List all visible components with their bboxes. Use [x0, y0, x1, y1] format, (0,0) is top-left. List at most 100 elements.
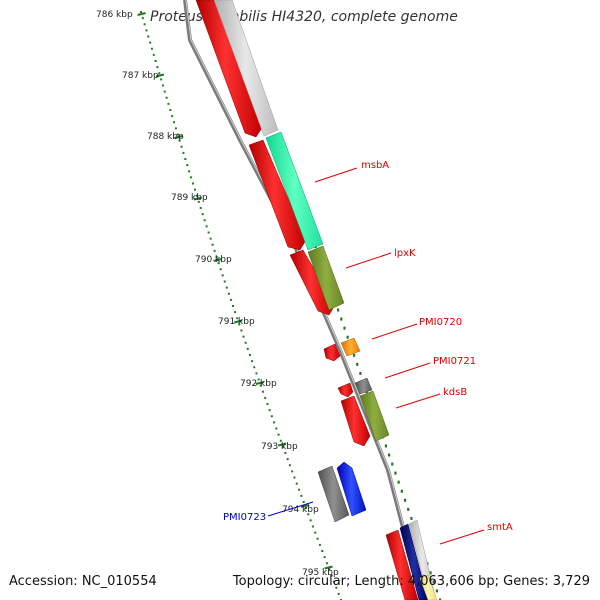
scale-dot: [165, 96, 168, 99]
tick-label: 793 kbp: [261, 442, 298, 452]
scale-dot: [223, 280, 226, 283]
gene-feature-red: [323, 343, 341, 362]
scale-dot: [143, 23, 146, 26]
scale-dot: [211, 243, 214, 246]
scale-dot: [328, 568, 331, 571]
scale-dot: [227, 292, 230, 295]
border-dot: [400, 489, 403, 493]
border-dot: [410, 516, 413, 520]
scale-dot: [270, 415, 273, 418]
scale-dot: [300, 494, 303, 497]
genome-summary-text: Topology: circular; Length: 4,063,606 bp…: [232, 574, 590, 589]
accession-text: Accession: NC_010554: [9, 574, 157, 589]
scale-dot: [246, 347, 249, 350]
scale-dot: [176, 133, 179, 136]
leader-line: [371, 323, 418, 340]
scale-dot: [302, 501, 305, 503]
scale-dot: [215, 256, 218, 258]
scale-dot: [149, 41, 152, 44]
scale-dot: [288, 464, 291, 467]
border-dot: [439, 598, 442, 600]
scale-dot: [225, 286, 228, 289]
scale-dot: [188, 170, 191, 173]
border-dot: [407, 507, 410, 511]
tick-label: 792 kbp: [240, 379, 277, 389]
gene-label-smtA: smtA: [487, 522, 513, 533]
scale-dot: [158, 72, 161, 75]
scale-dot: [298, 488, 301, 491]
gene-feature-PMI0720: [340, 337, 361, 357]
scale-dot: [244, 341, 247, 344]
scale-dot: [284, 452, 287, 454]
tick-label: 791 kbp: [218, 317, 255, 327]
scale-dot: [330, 574, 333, 577]
border-dot: [340, 317, 343, 321]
scale-dot: [318, 543, 321, 546]
scale-dot: [332, 580, 335, 583]
scale-dot: [156, 66, 159, 69]
scale-dot: [236, 317, 239, 320]
scale-dot: [275, 427, 278, 430]
scale-dot: [268, 409, 271, 412]
scale-dot: [190, 176, 193, 179]
scale-dot: [199, 207, 202, 209]
scale-major-tick: [324, 565, 333, 570]
gene-feature-red: [195, 0, 263, 138]
scale-dot: [173, 121, 176, 124]
scale-dot: [152, 53, 155, 56]
scale-dot: [167, 102, 170, 105]
scale-dot: [180, 145, 183, 148]
gene-feature-red: [385, 529, 419, 600]
scale-dot: [240, 329, 243, 332]
gene-feature-red: [248, 139, 307, 251]
scale-dot: [259, 384, 262, 387]
scale-dot: [145, 29, 148, 32]
scale-dot: [291, 470, 294, 473]
border-dot: [356, 362, 359, 366]
scale-dot: [219, 268, 222, 271]
scale-major-tick: [255, 381, 265, 385]
scale-dot: [184, 158, 187, 160]
leader-line: [345, 252, 392, 269]
gene-feature-red: [337, 382, 354, 398]
tick-label: 786 kbp: [96, 10, 133, 20]
scale-dot: [238, 323, 241, 326]
scale-dot: [261, 390, 264, 393]
border-dot: [337, 308, 340, 312]
border-dot: [352, 353, 356, 357]
scale-major-tick: [300, 504, 310, 508]
scale-dot: [266, 403, 269, 405]
scale-ticks: [137, 11, 342, 600]
scale-dot: [325, 562, 328, 565]
scale-dot: [264, 396, 267, 399]
scale-dot: [337, 592, 340, 595]
gene-feature-kdsB: [359, 390, 390, 442]
gene-feature-PMI0723: [336, 461, 367, 517]
scale-dot: [307, 513, 310, 516]
gene-feature-red: [340, 395, 371, 447]
scale-major-tick: [277, 442, 287, 447]
gene-feature-yellow: [419, 574, 438, 600]
scale-dot: [221, 274, 224, 277]
scale-dot: [197, 200, 200, 203]
tick-label: 795 kbp: [302, 568, 339, 578]
scale-dot: [232, 305, 234, 307]
scale-dot: [163, 90, 166, 93]
scale-dot: [161, 84, 164, 87]
gene-feature-grey: [213, 0, 279, 137]
scale-dot: [154, 60, 157, 62]
scale-dot: [273, 421, 276, 424]
scale-dot: [277, 433, 280, 436]
scale-dot: [321, 550, 324, 552]
tick-labels: 786 kbp 787 kbp 788 kbp 789 kbp 790 kbp …: [96, 10, 339, 578]
scale-dot: [314, 531, 317, 534]
scale-dot: [293, 476, 296, 479]
scale-dot: [311, 525, 314, 528]
scale-dot: [257, 378, 260, 381]
border-dot: [403, 498, 407, 502]
tick-label: 787 kbp: [122, 71, 159, 81]
gene-label-PMI0720: PMI0720: [419, 317, 462, 328]
border-dot: [397, 480, 400, 484]
scale-dot: [191, 182, 194, 185]
border-dot: [359, 371, 362, 375]
